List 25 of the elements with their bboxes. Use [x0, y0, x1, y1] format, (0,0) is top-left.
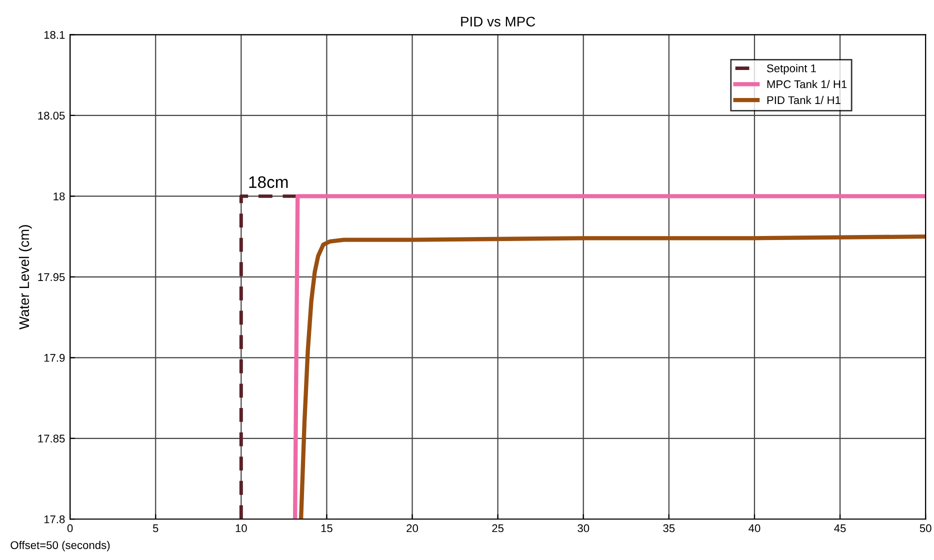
chart-title: PID vs MPC [461, 16, 536, 27]
legend-label: PID Tank 1/ H1 [767, 96, 840, 104]
x-tick-label: 50 [920, 524, 932, 532]
x-tick-label: 5 [152, 524, 158, 532]
x-tick-label: 45 [834, 524, 846, 532]
x-tick-label: 30 [578, 524, 590, 532]
x-tick-label: 40 [748, 524, 760, 532]
legend-label: Setpoint 1 [766, 64, 816, 74]
y-tick-label: 17.85 [38, 434, 65, 443]
y-tick-label: 17.9 [44, 354, 65, 362]
x-tick-label: 20 [406, 524, 418, 532]
y-tick-label: 18.1 [44, 30, 65, 39]
y-axis-title: Water Level (cm) [18, 225, 32, 330]
legend-label: MPC Tank 1/ H1 [767, 80, 847, 88]
y-tick-label: 18.05 [38, 112, 65, 120]
x-tick-label: 25 [492, 524, 504, 532]
y-tick-label: 17.95 [38, 273, 65, 282]
x-tick-label: 35 [663, 524, 675, 532]
y-tick-label: 18 [54, 192, 65, 200]
annotation: 18cm [249, 176, 288, 188]
x-axis-title: Offset=50 (seconds) [10, 540, 110, 552]
x-tick-label: 15 [321, 524, 332, 532]
y-tick-label: 17.8 [44, 515, 65, 524]
x-tick-label: 0 [67, 524, 73, 532]
x-tick-label: 10 [236, 524, 247, 532]
